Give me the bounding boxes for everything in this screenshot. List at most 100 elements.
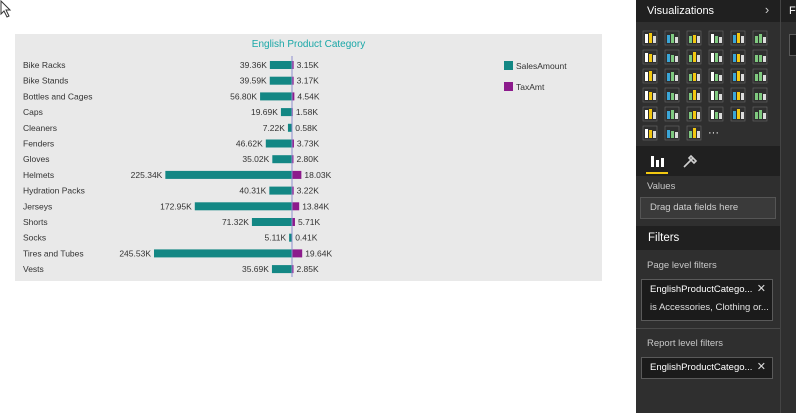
custom-chart-icon[interactable] [686, 125, 702, 141]
sales-data-label: 5.11K [265, 233, 287, 243]
map-icon[interactable] [686, 68, 702, 84]
tax-data-label: 5.71K [298, 217, 321, 227]
tax-amount-bar [292, 61, 294, 69]
tax-amount-bar [292, 249, 303, 258]
active-tab-indicator [646, 172, 668, 174]
page-filter-condition: is Accessories, Clothing or... [650, 302, 768, 313]
tax-amount-bar [292, 155, 294, 164]
pie-chart-icon[interactable] [642, 68, 658, 84]
category-label: Bike Stands [23, 76, 68, 86]
remove-filter-icon[interactable]: ✕ [756, 283, 766, 295]
format-tab[interactable] [680, 152, 700, 172]
remove-filter-icon[interactable]: ✕ [756, 361, 766, 373]
line-and-stacked-column-chart-icon[interactable] [730, 49, 746, 65]
line-chart-icon[interactable] [642, 49, 658, 65]
sales-data-label: 39.36K [240, 60, 267, 70]
tax-data-label: 3.17K [297, 76, 320, 86]
funnel-icon[interactable] [642, 87, 658, 103]
tax-data-label: 0.58K [295, 123, 318, 133]
sales-data-label: 40.31K [239, 186, 266, 196]
sales-data-label: 71.32K [222, 217, 249, 227]
tax-amount-bar [292, 265, 294, 274]
globe-icon[interactable] [730, 106, 746, 122]
tax-amount-bar [292, 139, 294, 148]
100-stacked-bar-chart-icon[interactable] [730, 30, 746, 46]
tax-data-label: 0.41K [295, 233, 318, 243]
filters-title: Filters [648, 232, 680, 244]
shape-map-icon[interactable] [708, 106, 724, 122]
ribbon-chart-icon[interactable] [664, 106, 680, 122]
category-label: Helmets [23, 170, 54, 180]
pane-tabs [636, 146, 780, 176]
sales-amount-bar [280, 108, 292, 117]
tax-data-label: 18.03K [304, 170, 331, 180]
stacked-column-chart-icon[interactable] [664, 30, 680, 46]
more-visuals-icon[interactable]: ··· [708, 127, 719, 139]
area-chart-icon[interactable] [664, 49, 680, 65]
visual-type-gallery: ··· [642, 30, 774, 142]
line-and-column-chart-icon[interactable] [708, 49, 724, 65]
page-level-filters-label: Page level filters [647, 260, 717, 271]
gauge-icon[interactable] [664, 87, 680, 103]
tax-data-label: 19.64K [305, 248, 332, 258]
sales-amount-bar [272, 155, 292, 164]
sales-amount-bar [194, 202, 292, 211]
tax-amount-bar [292, 76, 294, 85]
legend-label-tax: TaxAmt [516, 82, 545, 92]
sales-amount-bar [154, 249, 292, 258]
waterfall-chart-icon[interactable] [642, 106, 658, 122]
sales-data-label: 172.95K [160, 201, 192, 211]
treemap-icon[interactable] [664, 68, 680, 84]
sales-data-label: 19.69K [251, 107, 278, 117]
category-label: Gloves [23, 154, 49, 164]
tax-data-label: 1.58K [296, 107, 319, 117]
category-label: Tires and Tubes [23, 248, 84, 258]
slicer-icon[interactable] [730, 87, 746, 103]
tax-amount-bar [292, 92, 295, 101]
100-stacked-column-chart-icon[interactable] [752, 30, 768, 46]
sales-amount-bar [271, 265, 292, 274]
r-visual-icon[interactable] [752, 106, 768, 122]
kpi-icon[interactable] [686, 106, 702, 122]
values-dropzone[interactable]: Drag data fields here [640, 197, 776, 219]
tax-data-label: 2.85K [296, 264, 319, 274]
filled-map-icon[interactable] [708, 68, 724, 84]
sales-data-label: 46.62K [236, 139, 263, 149]
page-filter-card[interactable]: EnglishProductCatego... ✕ is Accessories… [641, 279, 773, 321]
page-filter-name: EnglishProductCatego... [650, 284, 753, 295]
tornado-chart-visual[interactable]: English Product Category Bike Racks 39.36… [15, 34, 602, 281]
sales-data-label: 245.53K [119, 248, 151, 258]
donut-chart-icon[interactable] [752, 87, 768, 103]
category-label: Caps [23, 107, 43, 117]
category-label: Bottles and Cages [23, 91, 92, 101]
filters-header: Filters [636, 226, 780, 250]
stacked-area-chart-icon[interactable] [686, 49, 702, 65]
report-level-filters-label: Report level filters [647, 338, 724, 349]
clustered-bar-chart-icon[interactable] [686, 30, 702, 46]
stacked-bar-chart-icon[interactable] [642, 30, 658, 46]
clustered-column-chart-icon[interactable] [708, 30, 724, 46]
tax-amount-bar [292, 170, 302, 179]
chevron-right-icon[interactable]: › [764, 2, 770, 17]
fields-search-box[interactable] [789, 34, 796, 56]
custom-table-icon[interactable] [664, 125, 680, 141]
scatter-chart-icon[interactable] [752, 49, 768, 65]
tax-data-label: 2.80K [296, 154, 319, 164]
visualizations-title: Visualizations [647, 5, 715, 17]
matrix-icon[interactable] [752, 68, 768, 84]
sales-amount-bar [289, 233, 292, 242]
chart-plot: Bike Racks 39.36K 3.15K Bike Stands 39.59K 3.… [23, 56, 567, 277]
card-icon[interactable] [686, 87, 702, 103]
sales-amount-bar [269, 76, 292, 85]
fields-tab[interactable] [646, 152, 668, 174]
category-label: Fenders [23, 139, 54, 149]
legend-swatch-sales [504, 61, 513, 70]
table-icon[interactable] [730, 68, 746, 84]
custom-visual-icon[interactable] [642, 125, 658, 141]
sales-amount-bar [287, 123, 292, 132]
sales-amount-bar [165, 170, 292, 179]
tax-amount-bar [292, 218, 295, 226]
multi-row-card-icon[interactable] [708, 87, 724, 103]
report-filter-card[interactable]: EnglishProductCatego... ✕ [641, 357, 773, 379]
